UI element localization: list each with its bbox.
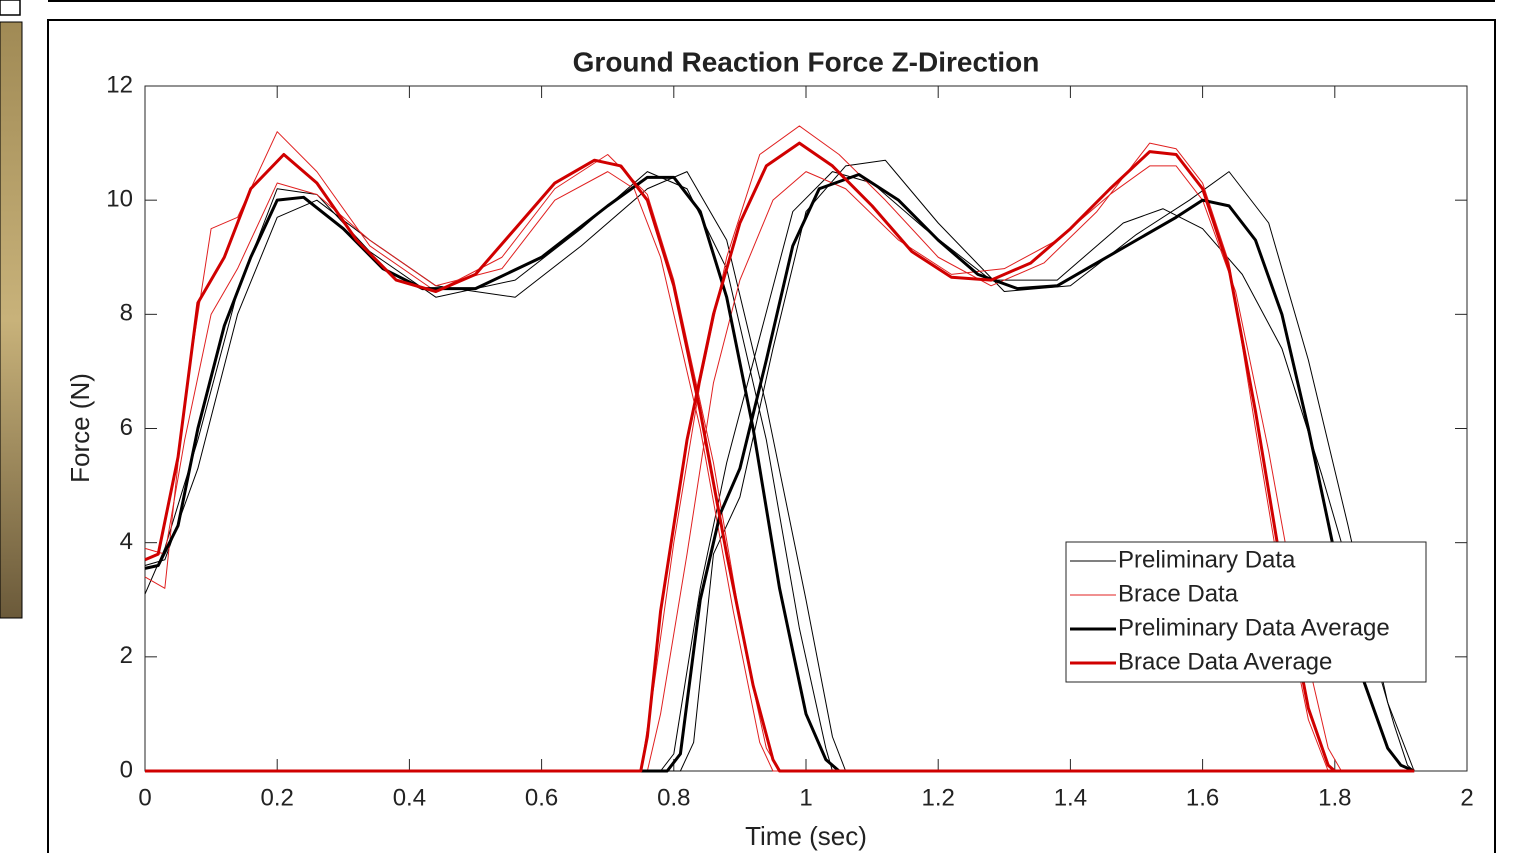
- series-line: [145, 172, 1415, 773]
- series-line: [144, 153, 1415, 773]
- y-tick-label: 10: [106, 186, 133, 213]
- photo-strip: [0, 21, 23, 619]
- x-tick-label: 0.8: [657, 784, 690, 811]
- x-tick-label: 1.8: [1318, 784, 1351, 811]
- series-line: [145, 141, 1415, 773]
- series-line: [144, 171, 1415, 772]
- x-tick-label: 0.2: [261, 784, 294, 811]
- series-line: [145, 125, 1415, 772]
- x-tick-label: 1.6: [1186, 784, 1219, 811]
- corner-box: [0, 0, 21, 16]
- x-tick-label: 0.4: [393, 784, 426, 811]
- series-line: [144, 171, 1415, 772]
- legend-label: Preliminary Data: [1118, 546, 1296, 573]
- x-tick-label: 0: [138, 784, 151, 811]
- x-tick-label: 0.6: [525, 784, 558, 811]
- y-tick-label: 8: [120, 300, 133, 327]
- x-tick-label: 1.2: [922, 784, 955, 811]
- x-tick-label: 1: [799, 784, 812, 811]
- y-tick-label: 0: [120, 756, 133, 783]
- y-tick-label: 4: [120, 528, 133, 555]
- x-axis-label: Time (sec): [745, 821, 867, 851]
- series-line: [144, 175, 1415, 773]
- y-axis-label: Force (N): [65, 373, 95, 483]
- legend-box: [1065, 541, 1427, 683]
- y-tick-label: 12: [106, 71, 133, 98]
- chart-title: Ground Reaction Force Z-Direction: [573, 46, 1040, 77]
- series-line: [145, 159, 1415, 772]
- x-tick-label: 2: [1460, 784, 1473, 811]
- y-tick-label: 6: [120, 414, 133, 441]
- legend-label: Brace Data Average: [1118, 648, 1332, 675]
- legend-label: Preliminary Data Average: [1118, 614, 1390, 641]
- series-line: [144, 171, 1415, 772]
- legend-label: Brace Data: [1118, 580, 1239, 607]
- y-tick-label: 2: [120, 642, 133, 669]
- x-tick-label: 1.4: [1054, 784, 1087, 811]
